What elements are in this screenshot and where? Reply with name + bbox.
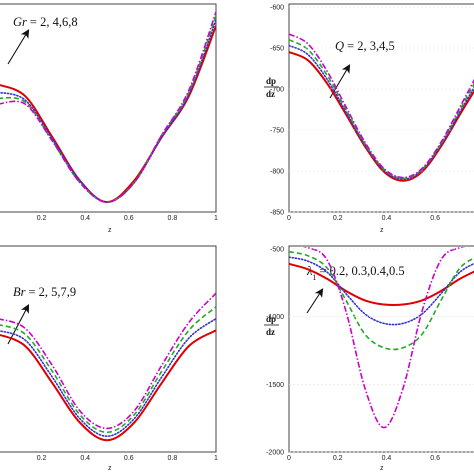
panel-lambda: dp dz λ1 = 0.2, 0.3,0.4,0.5 -500 -1000 -150… [264,245,474,472]
x-axis-label-q: z [380,227,384,234]
series-line-4 [302,247,466,429]
y-tick-label: -800 [270,169,284,176]
series-layer-gr [0,11,216,204]
plot-frame-br [0,245,217,453]
x-axis-label-br: z [108,465,112,472]
x-tick-label: 0.4 [80,215,90,222]
series-layer-br [0,292,216,442]
y-axis-label-q-bottom: dz [266,89,275,99]
series-line-2 [0,317,216,438]
x-tick-label: 1 [214,215,218,222]
x-tick-label: 0.6 [430,215,440,222]
y-tick-label: -600 [270,5,284,12]
series-line-1 [0,329,216,442]
annotation-br: Br = 2, 5,7,9 [13,285,76,299]
x-axis-label-gr: z [108,227,112,234]
x-tick-label: 0.4 [80,455,90,462]
x-tick-label: 0 [287,455,291,462]
arrow-lambda [306,288,324,314]
ticks-gr: 0.2 0.4 0.6 0.8 1 [37,215,218,222]
y-tick-label: -1000 [266,314,284,321]
x-axis-label-lambda: z [380,465,384,472]
y-tick-label: -500 [270,247,284,254]
series-line-2 [289,44,474,181]
plot-frame-q [288,3,474,213]
panel-q: dp dz Q = 2, 3,4,5 -600 -650 -700 -750 -800 -8… [264,3,474,234]
x-tick-label: 0.6 [124,215,134,222]
series-line-4 [0,11,216,203]
ticks-br: 0.2 0.4 0.6 0.8 1 [37,455,218,462]
annotation-gr: Gr = 2, 4,6,8 [13,15,78,29]
y-axis-label-lambda-top: dp [266,314,276,324]
series-line-2 [289,256,474,326]
series-line-4 [289,33,474,179]
y-axis-label-q-top: dp [266,76,276,86]
x-tick-label: 0.2 [37,215,47,222]
series-line-3 [0,306,216,434]
y-tick-label: -850 [270,210,284,217]
x-tick-label: 0.2 [333,455,343,462]
x-tick-label: 0.4 [382,215,392,222]
x-tick-label: 0.8 [168,455,178,462]
arrow-gr [7,29,30,65]
annotation-q: Q = 2, 3,4,5 [335,39,395,53]
y-tick-label: -750 [270,128,284,135]
series-line-3 [289,250,474,351]
y-axis-label-lambda-bottom: dz [266,327,275,337]
series-line-1 [289,51,474,182]
panel-br: Br = 2, 5,7,9 0.2 0.4 0.6 0.8 1 z [0,245,218,472]
series-line-3 [289,39,474,180]
plot-frame-gr [0,3,217,213]
x-tick-label: 0.6 [124,455,134,462]
series-layer-q [289,33,474,182]
x-tick-label: 0 [287,215,291,222]
annotation-lambda: λ1 = 0.2, 0.3,0.4,0.5 [306,264,405,282]
series-line-1 [0,25,216,204]
x-tick-label: 0.8 [168,215,178,222]
x-tick-label: 0.2 [333,215,343,222]
x-tick-label: 0.6 [430,455,440,462]
y-tick-label: -700 [270,87,284,94]
x-tick-label: 1 [214,455,218,462]
series-line-4 [0,292,216,430]
plot-frame-lambda [288,245,474,453]
x-tick-label: 0.2 [37,455,47,462]
panel-gr: Gr = 2, 4,6,8 0.2 0.4 0.6 0.8 1 z [0,3,218,234]
y-tick-label: -2000 [266,450,284,457]
y-tick-label: -1500 [266,382,284,389]
series-line-3 [0,15,216,203]
y-tick-label: -650 [270,46,284,53]
series-layer-lambda [289,247,474,429]
x-tick-label: 0.4 [382,455,392,462]
